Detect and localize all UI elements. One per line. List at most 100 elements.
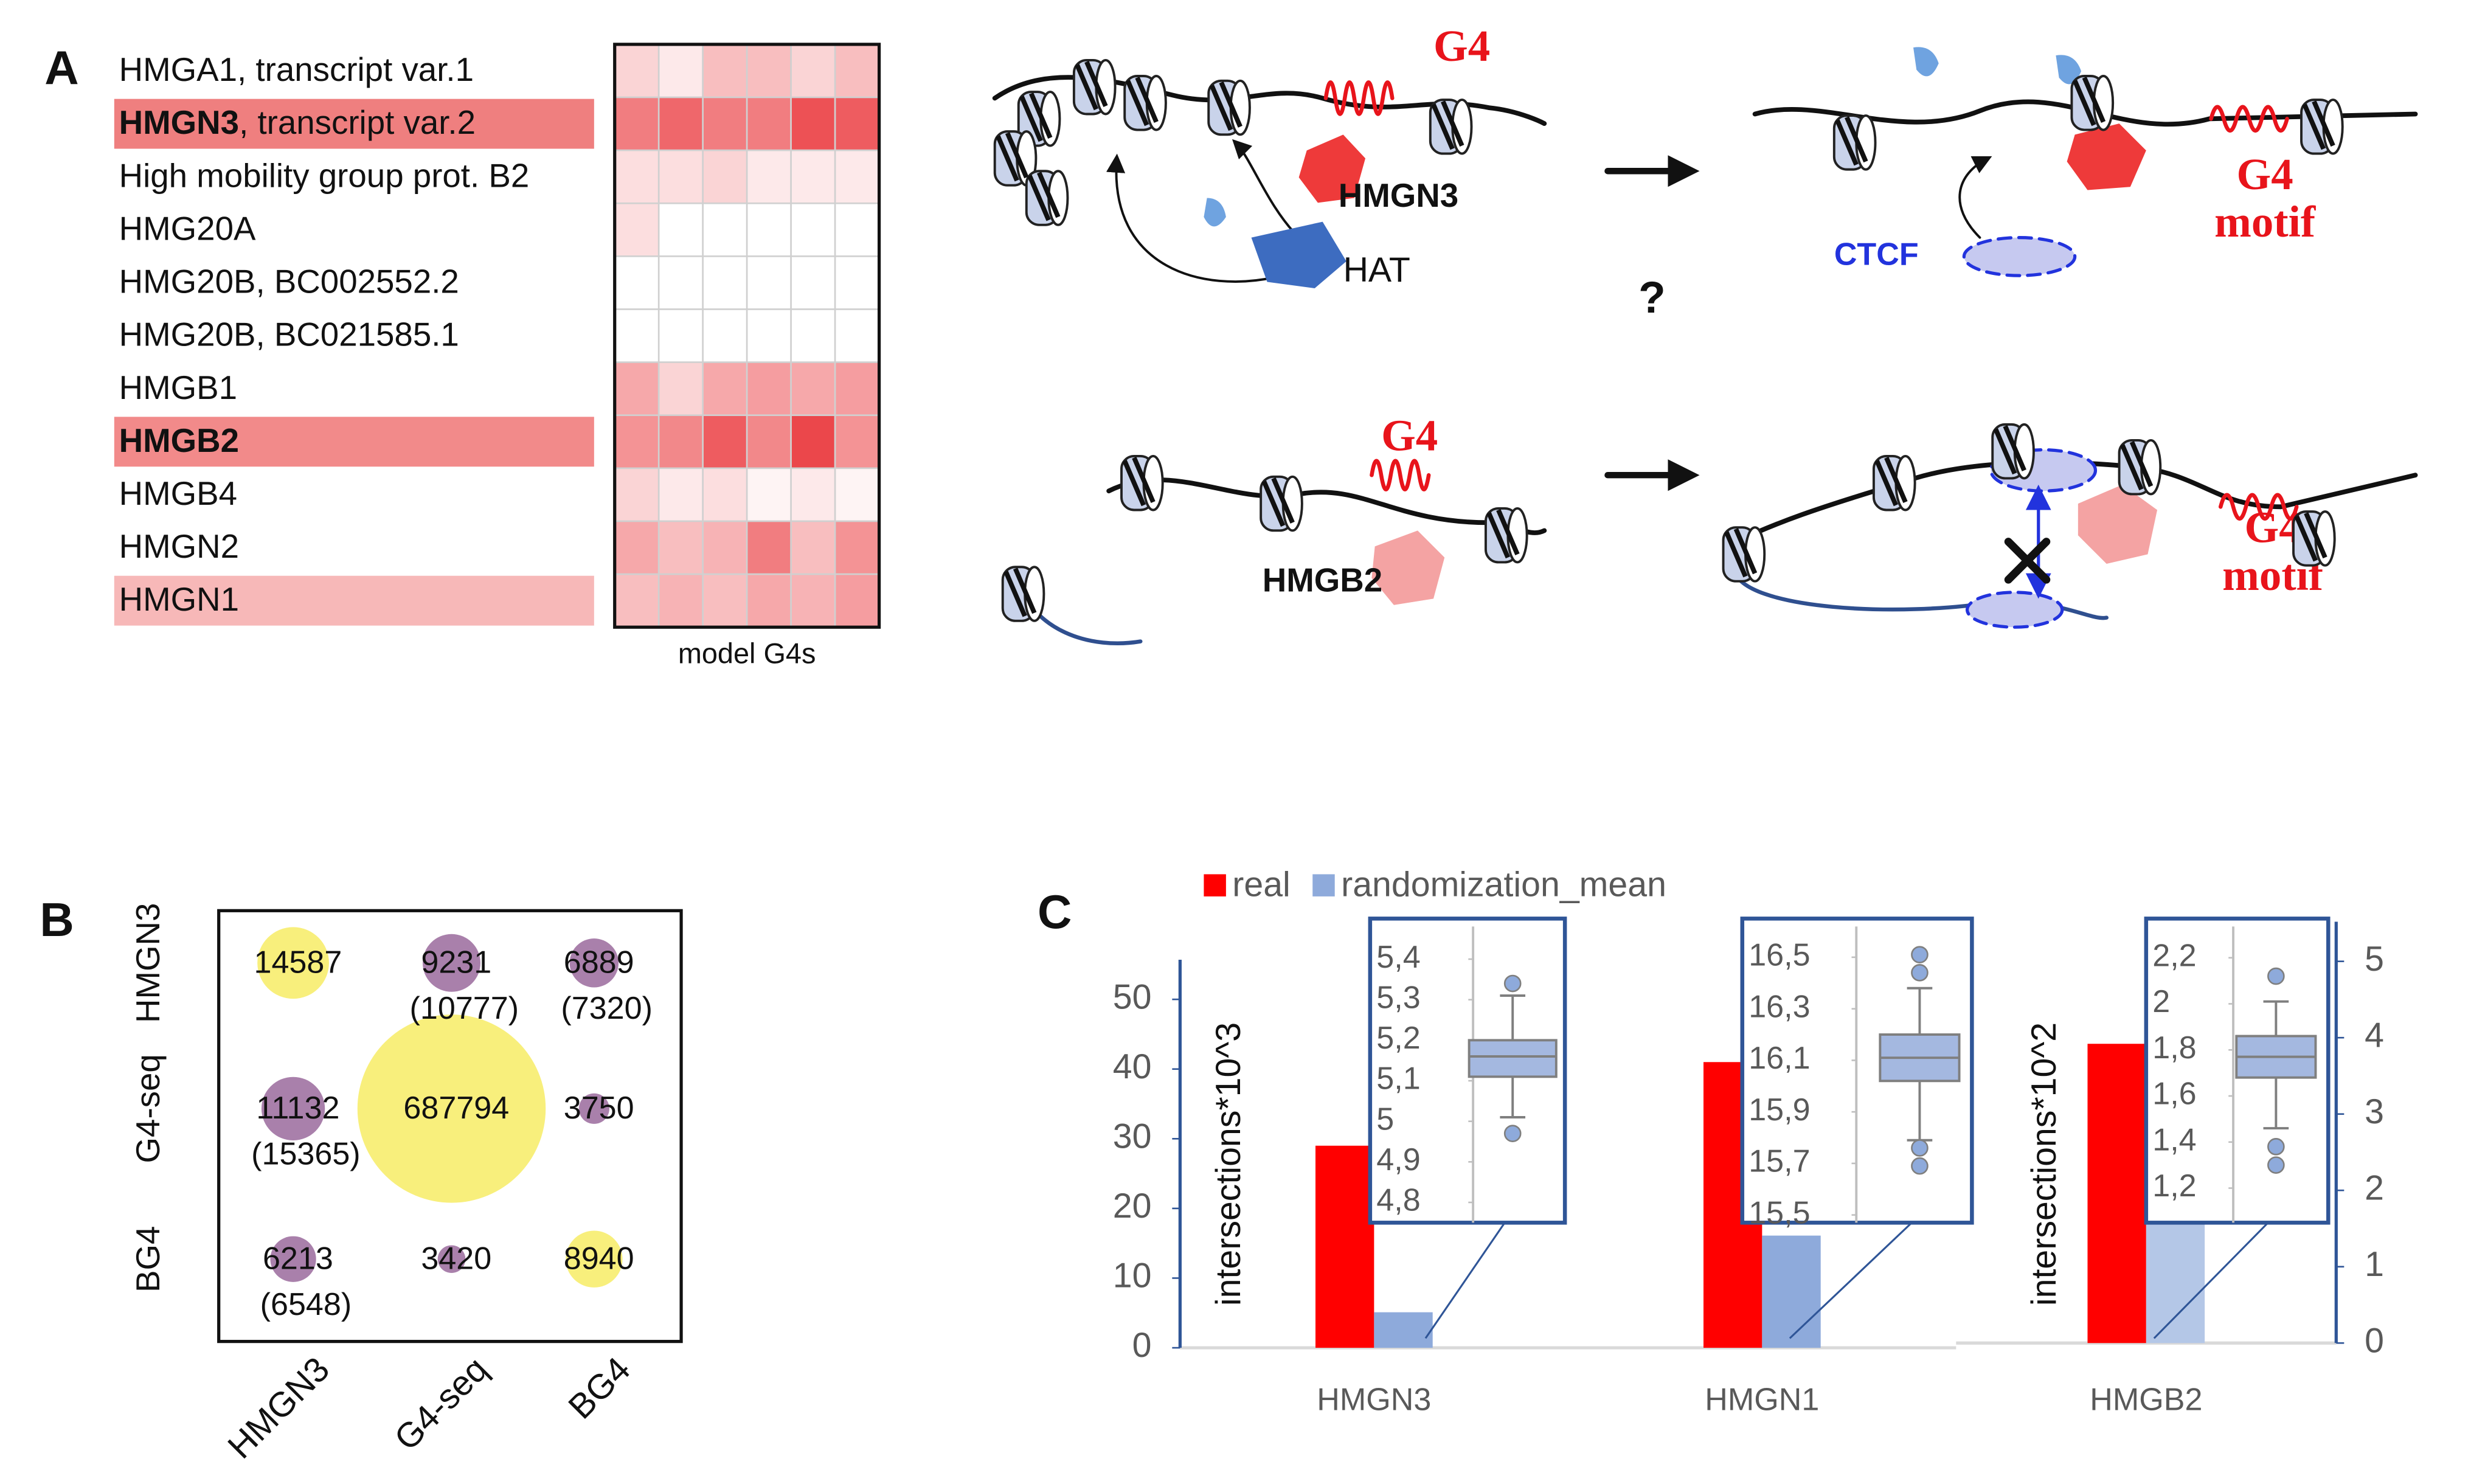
nucleosome: [1872, 455, 1916, 511]
panel-label: C: [1038, 885, 1072, 938]
y-tick-label: 1,4: [2152, 1123, 2196, 1158]
nucleosome-wrap: [1993, 425, 2026, 475]
dna: [1106, 477, 1547, 535]
legend-swatch: [1312, 874, 1335, 896]
heat-cell: [614, 467, 660, 522]
flier: [1911, 964, 1929, 982]
row-label: High mobility group prot. B2: [119, 157, 530, 195]
y-tick-label: 0: [1132, 1326, 1152, 1365]
flier: [2267, 1138, 2285, 1156]
heat-cell: [834, 96, 880, 151]
arrow: [1106, 153, 1277, 283]
y-tick-label: 10: [1113, 1257, 1152, 1295]
nucleosome-wrap: [1027, 172, 1061, 221]
nucleosome-wrap: [1874, 457, 1908, 507]
heat-cell: [702, 308, 748, 363]
flier: [1911, 1157, 1929, 1175]
heat-cell: [657, 361, 704, 417]
heat-cell: [746, 255, 792, 310]
row-label-text: , transcript var.2: [239, 104, 476, 142]
g4-motif: [2218, 493, 2299, 521]
heat-cell: [702, 255, 748, 310]
heat-cell: [657, 255, 704, 310]
legend-label: real: [1232, 865, 1291, 904]
nucleosome: [2070, 75, 2115, 131]
nucleosome: [1025, 170, 1069, 226]
heat-cell: [790, 255, 836, 310]
bubble-secondary-label: (15365): [251, 1137, 361, 1172]
nucleosome-wrap: [1122, 457, 1156, 507]
nucleosome-wrap: [1431, 100, 1464, 150]
bubble: [257, 927, 329, 999]
heat-cell: [790, 308, 836, 363]
nucleosome: [1832, 114, 1877, 171]
row-label-text: HMG20A: [119, 210, 256, 248]
connector: [2153, 1222, 2269, 1339]
heat-cell: [657, 43, 704, 99]
heat-cell: [746, 308, 792, 363]
y-tick-label: 1: [2365, 1245, 2384, 1284]
row-label-text: HMG20B, BC021585.1: [119, 316, 459, 353]
y-tick-label: 5,1: [1376, 1061, 1420, 1097]
row-label: HMGN3, transcript var.2: [119, 104, 476, 142]
legend-swatch: [1204, 874, 1226, 896]
heat-cell: [790, 43, 836, 99]
nucleosome-wrap: [1125, 77, 1159, 127]
y-tick-label: 40: [1113, 1047, 1152, 1086]
proteins: [1204, 47, 2158, 605]
heat-cell: [790, 414, 836, 470]
dna: [1752, 99, 2418, 127]
x-tick-label: HMGB2: [2090, 1382, 2202, 1417]
ctcf-site: [1965, 591, 2064, 629]
heat-cell: [614, 255, 660, 310]
heat-cell: [702, 414, 748, 470]
heat-cell: [657, 202, 704, 257]
heat-cell: [790, 96, 836, 151]
heat-cell: [834, 255, 880, 310]
heat-cell: [834, 308, 880, 363]
hmgn3-protein: [1298, 134, 1366, 203]
diagram-label: G4: [2245, 503, 2301, 552]
heat-cell: [614, 149, 660, 204]
y-tick-label: 4,9: [1376, 1142, 1420, 1177]
heat-cell: [746, 43, 792, 99]
y-tick-label: 50: [1113, 977, 1152, 1016]
y-tick-label: 0: [2365, 1321, 2384, 1360]
heat-cell: [657, 520, 704, 575]
row-label: HMGN2: [119, 528, 239, 566]
heat-cell: [746, 361, 792, 417]
heat-cell: [834, 202, 880, 257]
nucleosome: [993, 130, 1038, 187]
heat-cell: [790, 467, 836, 522]
bubble: [261, 1077, 325, 1140]
diagram-label: G4: [1381, 411, 1438, 460]
bubble: [423, 934, 480, 992]
heat-cell: [702, 149, 748, 204]
heat-cell: [834, 467, 880, 522]
bubble-label: 6213: [263, 1241, 333, 1277]
legend-label: randomization_mean: [1341, 865, 1666, 904]
y-tick-label: 5,4: [1376, 940, 1420, 975]
connector: [1789, 1222, 1913, 1339]
y-tick-label: G4-seq: [129, 1054, 167, 1163]
arrow: [1958, 156, 1992, 239]
x-tick-label: BG4: [561, 1350, 638, 1426]
y-axis-label: intersections*10^2: [2025, 1022, 2064, 1306]
bubble: [578, 1093, 609, 1124]
y-tick-label: 2,2: [2152, 938, 2196, 973]
bubble-label: 6889: [564, 945, 634, 980]
heatmap-frame: [613, 43, 881, 629]
flier: [1503, 1125, 1522, 1142]
nucleosome: [1123, 75, 1167, 131]
heat-cell: [614, 573, 660, 628]
x-tick-label: HMGN3: [221, 1350, 337, 1466]
heat-cell: [834, 414, 880, 470]
bubble: [569, 938, 619, 988]
arrow: [1232, 139, 1300, 239]
heat-cell: [614, 202, 660, 257]
row-label-text: HMG20B, BC002552.2: [119, 263, 459, 300]
heat-cell: [614, 414, 660, 470]
nucleosome: [2118, 439, 2162, 496]
diagram-label: HMGN3: [1339, 176, 1458, 214]
heat-cell: [702, 43, 748, 99]
